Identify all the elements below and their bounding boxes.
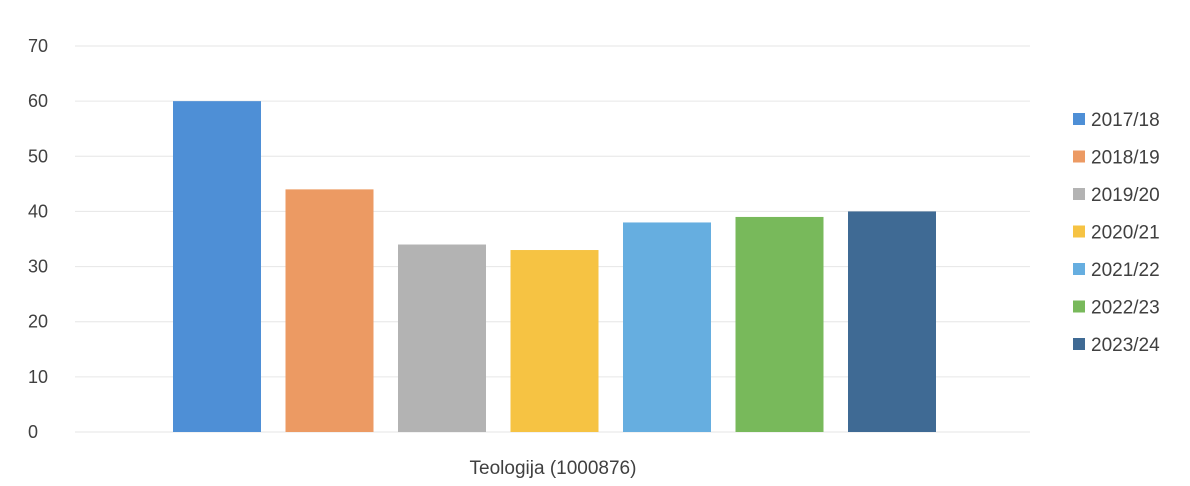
legend-label: 2022/23 [1091, 298, 1160, 319]
y-axis-ticks: 0 10 20 30 40 50 60 70 [28, 36, 48, 442]
legend-swatch [1073, 225, 1085, 238]
y-tick-label: 60 [28, 91, 48, 111]
y-tick-label: 10 [28, 367, 48, 387]
legend-label: 2023/24 [1091, 335, 1160, 356]
legend-item: 2017/18 [1073, 110, 1160, 131]
y-tick-label: 50 [28, 146, 48, 166]
legend: 2017/18 2018/19 2019/20 2020/21 2021/22 2022/… [1073, 110, 1160, 356]
legend-item: 2019/20 [1073, 185, 1160, 206]
bars [173, 101, 936, 433]
bar-2023-24 [848, 211, 936, 432]
legend-label: 2019/20 [1091, 185, 1160, 206]
y-tick-label: 40 [28, 201, 48, 221]
bar-2018-19 [285, 189, 374, 432]
y-tick-label: 20 [28, 312, 48, 332]
legend-swatch [1073, 150, 1085, 163]
category-label: Teologija (1000876) [470, 458, 637, 479]
y-tick-label: 70 [28, 36, 48, 56]
legend-swatch [1073, 300, 1085, 313]
legend-swatch [1073, 188, 1085, 200]
legend-label: 2020/21 [1091, 223, 1160, 244]
legend-swatch [1073, 338, 1085, 350]
legend-label: 2017/18 [1091, 110, 1160, 131]
legend-item: 2023/24 [1073, 335, 1160, 356]
bar-2019-20 [398, 244, 486, 432]
legend-label: 2018/19 [1091, 148, 1160, 169]
bar-2020-21 [510, 250, 599, 432]
legend-item: 2018/19 [1073, 148, 1160, 169]
y-tick-label: 30 [28, 257, 48, 277]
legend-item: 2020/21 [1073, 223, 1160, 244]
bar-2021-22 [623, 222, 711, 432]
legend-swatch [1073, 263, 1085, 275]
bar-2022-23 [735, 216, 824, 432]
legend-label: 2021/22 [1091, 260, 1160, 281]
legend-item: 2022/23 [1073, 298, 1160, 319]
legend-swatch [1073, 113, 1085, 125]
y-tick-label: 0 [28, 422, 38, 442]
legend-item: 2021/22 [1073, 260, 1160, 281]
bar-2017-18 [173, 101, 261, 433]
